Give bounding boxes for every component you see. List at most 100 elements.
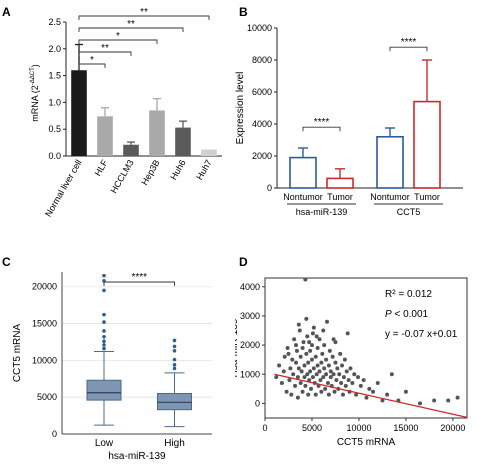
scatter-point-d [418, 401, 423, 406]
sig-bracket-c [103, 281, 175, 286]
x-tick-label-a: Hep3B [139, 158, 161, 187]
sig-bracket-a [78, 51, 132, 56]
sig-label-a: ** [127, 19, 135, 30]
scatter-point-d [371, 389, 376, 394]
outlier-c [102, 346, 106, 351]
scatter-point-d [290, 357, 295, 362]
sig-label-b: **** [401, 37, 417, 48]
outlier-c [172, 357, 177, 362]
y-tick-label-d: 0 [255, 398, 260, 408]
scatter-point-d [277, 363, 282, 368]
x-tick-label-b: Tumor [327, 192, 353, 202]
scatter-point-d [306, 392, 311, 397]
scatter-point-d [342, 357, 347, 362]
panel-a-chart: A 0.0 0.5 1.0 1.5 2.0 2.5 mRNA (2-ΔΔCT) Normal … [2, 5, 222, 218]
sig-label-a: ** [101, 43, 109, 54]
scatter-point-d [300, 389, 305, 394]
bar-a [201, 149, 217, 156]
scatter-point-d [320, 351, 325, 356]
scatter-point-d [361, 378, 366, 383]
scatter-point-d [311, 366, 316, 371]
y-tick-label-b: 4000 [252, 119, 272, 129]
y-tick-label-b: 0 [267, 183, 272, 193]
scatter-point-d [348, 366, 353, 371]
y-tick-label-a: 1.5 [48, 71, 61, 81]
scatter-point-d [367, 386, 372, 391]
y-tick-label-d: 4000 [240, 282, 260, 292]
x-axis-label-d: CCT5 mRNA [337, 437, 396, 448]
sig-bracket-a [78, 63, 106, 68]
scatter-point-d [345, 331, 350, 336]
scatter-point-d [330, 354, 335, 359]
scatter-point-d [338, 351, 343, 356]
panel-c-label: C [2, 255, 11, 269]
outlier-c [102, 288, 106, 293]
scatter-point-d [299, 369, 304, 374]
scatter-point-d [317, 337, 322, 342]
scatter-point-d [315, 346, 320, 350]
scatter-point-d [310, 331, 315, 336]
scatter-point-d [326, 392, 331, 397]
outlier-c [172, 338, 177, 343]
x-tick-label-b: Nontumor [283, 192, 323, 202]
scatter-point-d [319, 389, 324, 394]
outlier-c [172, 348, 177, 353]
scatter-point-d [339, 381, 344, 385]
scatter-point-d [325, 381, 330, 385]
x-tick-label-a: HCCLM3 [109, 158, 136, 195]
x-tick-label-b: Nontumor [370, 192, 410, 202]
sig-label-c: **** [131, 272, 147, 283]
scatter-point-d [301, 340, 306, 345]
scatter-point-d [304, 316, 309, 321]
scatter-point-d [288, 366, 293, 371]
scatter-point-d [294, 360, 299, 365]
sig-label-a: * [90, 55, 94, 66]
scatter-point-d [328, 375, 333, 380]
y-tick-label-b: 6000 [252, 87, 272, 97]
sig-bracket-b [389, 46, 428, 52]
group-label-b: hsa-miR-139 [296, 207, 348, 217]
scatter-point-d [296, 322, 301, 327]
bar-a [175, 127, 191, 156]
scatter-point-d [308, 369, 313, 374]
scatter-point-d [314, 334, 319, 339]
y-tick-label-c: 0 [52, 429, 57, 439]
scatter-point-d [293, 383, 298, 388]
scatter-point-d [285, 346, 290, 350]
scatter-point-d [343, 383, 348, 388]
y-tick-label-c: 5000 [37, 392, 57, 402]
p-annotation-d: P < 0.001 [385, 309, 429, 320]
scatter-point-d [364, 395, 369, 400]
sig-label-a: ** [140, 7, 148, 18]
scatter-point-d [375, 381, 380, 385]
scatter-point-d [281, 369, 286, 374]
scatter-point-d [309, 386, 314, 391]
equation-annotation-d: y = -0.07 x+0.01 [385, 329, 458, 340]
scatter-point-d [380, 398, 385, 403]
bar-a [71, 70, 87, 156]
scatter-point-d [321, 328, 326, 333]
scatter-point-d [298, 354, 303, 359]
x-tick-label-c: High [164, 438, 185, 449]
scatter-point-d [284, 389, 289, 394]
y-tick-label-a: 2.5 [48, 17, 61, 27]
scatter-point-d [319, 360, 324, 365]
scatter-point-d [322, 366, 327, 371]
scatter-point-d [358, 383, 363, 388]
scatter-point-d [328, 369, 333, 374]
scatter-point-d [287, 378, 292, 383]
sig-label-a: * [116, 31, 120, 42]
x-axis-label-c: hsa-miR-139 [108, 451, 166, 462]
scatter-point-d [389, 372, 394, 377]
scatter-point-d [310, 375, 315, 380]
x-tick-label-d: 10000 [346, 423, 371, 433]
outlier-c [102, 329, 106, 333]
scatter-point-d [286, 351, 291, 356]
y-tick-label-b: 10000 [247, 23, 272, 33]
scatter-point-d [354, 392, 359, 397]
scatter-point-d [295, 395, 300, 400]
scatter-point-d [340, 392, 345, 397]
scatter-point-d [385, 392, 390, 397]
box-c [86, 379, 122, 401]
scatter-point-d [300, 346, 305, 350]
